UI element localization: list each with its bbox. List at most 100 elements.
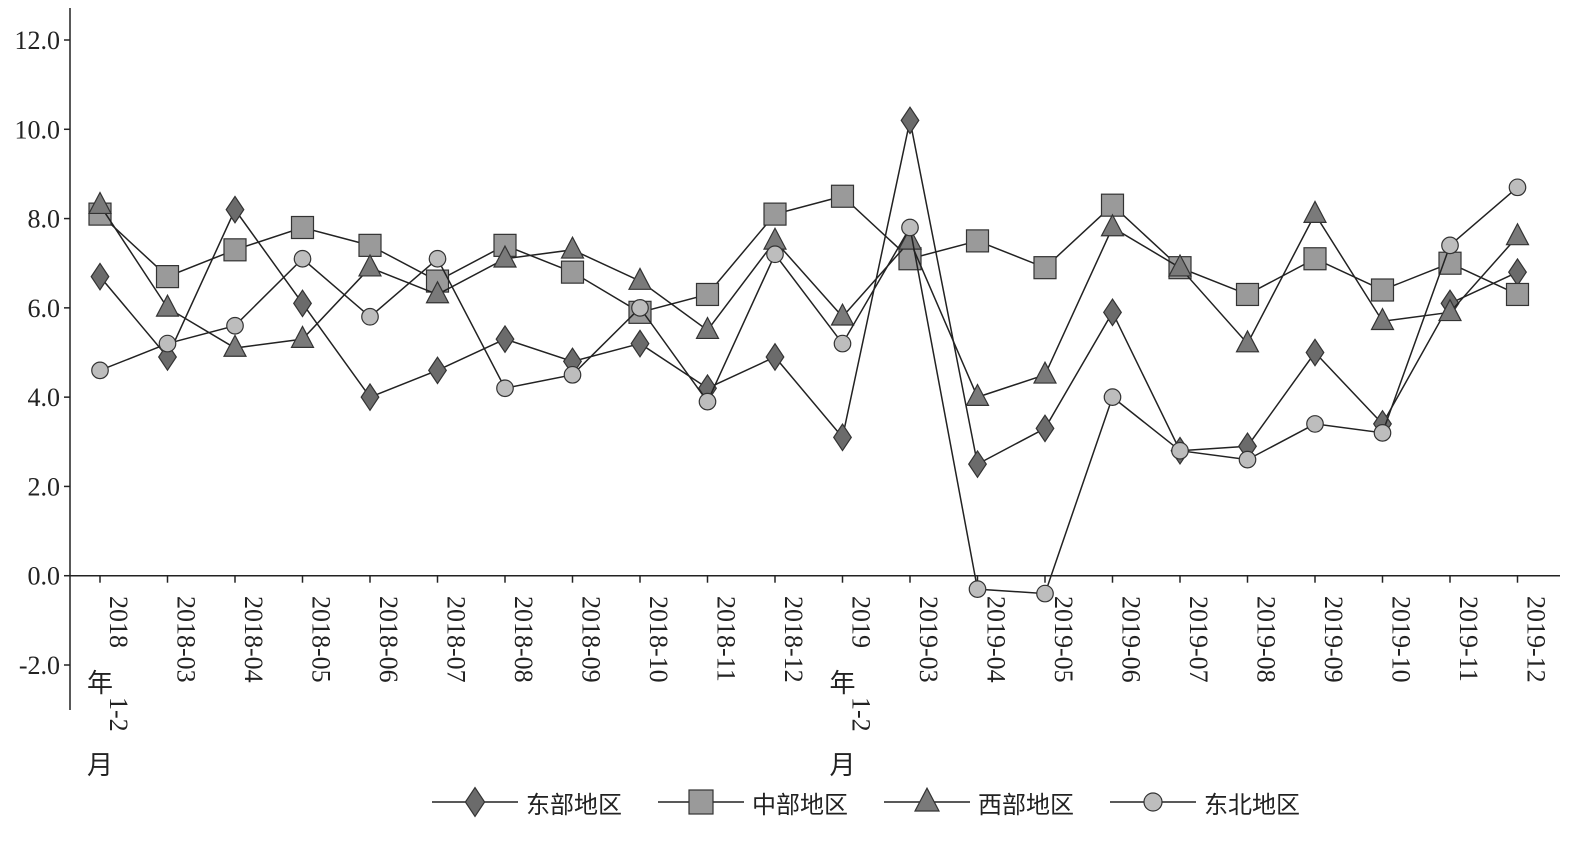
- x-tick-label: 2019-11: [1454, 596, 1483, 682]
- data-point-square: [1438, 251, 1462, 275]
- data-point-circle: [428, 249, 447, 268]
- data-point-diamond: [225, 195, 245, 224]
- data-point-circle: [158, 334, 177, 353]
- data-point-circle: [766, 245, 784, 264]
- legend-swatch-triangle: [884, 786, 970, 812]
- x-tick-label-year: 2018: [104, 596, 133, 648]
- data-point-triangle: [1235, 329, 1260, 353]
- legend-swatch-marker: [1143, 792, 1163, 812]
- data-point-diamond: [630, 329, 650, 358]
- x-tick-label: 2019-05: [1049, 596, 1078, 683]
- data-point-triangle: [560, 235, 585, 259]
- data-point-circle: [1508, 178, 1527, 197]
- series-circle: [91, 178, 1527, 603]
- data-point-circle: [1306, 415, 1324, 433]
- y-tick-label: 0.0: [28, 562, 61, 591]
- data-point-square: [155, 265, 180, 289]
- legend-swatch-marker: [464, 786, 486, 818]
- x-tick-label: 2018-05: [307, 596, 336, 683]
- x-tick-label: 2019-03: [914, 596, 943, 683]
- y-tick-label: -2.0: [19, 651, 60, 680]
- data-point-square: [1033, 256, 1057, 280]
- data-point-diamond: [1035, 414, 1055, 443]
- data-point-square: [1505, 282, 1530, 307]
- data-point-diamond: [427, 356, 448, 385]
- data-point-triangle: [223, 334, 247, 357]
- data-point-circle: [293, 249, 312, 268]
- data-point-triangle: [628, 267, 652, 290]
- data-point-circle: [968, 580, 987, 598]
- data-point-circle: [226, 316, 244, 335]
- y-tick-label: 12.0: [15, 26, 61, 55]
- x-tick-label: 2018 年1-2 月: [87, 596, 133, 780]
- data-point-triangle: [1100, 213, 1125, 237]
- data-point-triangle: [965, 383, 990, 406]
- y-tick-label: 2.0: [28, 472, 61, 501]
- data-point-triangle: [88, 191, 112, 215]
- legend-swatch-square: [658, 789, 744, 815]
- legend-item-circle: 东北地区: [1108, 784, 1300, 820]
- y-tick-label: 8.0: [28, 205, 61, 234]
- x-tick-label: 2018-07: [442, 596, 471, 683]
- data-point-circle: [1036, 584, 1054, 603]
- x-tick-label: 2018-12: [779, 596, 808, 683]
- data-point-square: [223, 238, 247, 262]
- data-point-circle: [1441, 236, 1459, 255]
- data-point-diamond: [90, 262, 110, 291]
- series-line-circle: [99, 186, 1518, 595]
- legend-label: 中部地区: [752, 790, 848, 819]
- data-point-diamond: [967, 449, 988, 479]
- data-point-circle: [1103, 388, 1122, 406]
- x-tick-label: 2018-06: [374, 596, 403, 683]
- x-tick-label: 2018-11: [712, 596, 741, 682]
- series-line-square: [99, 195, 1518, 314]
- data-point-diamond: [765, 342, 785, 372]
- data-point-square: [830, 184, 855, 208]
- chart-legend: 东部地区 中部地区 西部地区 东北地区: [430, 780, 1390, 824]
- data-point-square: [1235, 282, 1260, 307]
- x-tick-label: 2018-09: [577, 596, 606, 683]
- data-point-diamond: [360, 382, 380, 412]
- data-point-circle: [1373, 424, 1392, 442]
- y-tick-label: 4.0: [28, 383, 61, 412]
- data-point-diamond: [292, 289, 313, 318]
- data-point-circle: [91, 361, 109, 380]
- x-tick-label: 2019-04: [982, 596, 1011, 683]
- data-point-diamond: [1305, 338, 1325, 367]
- data-point-triangle: [1168, 253, 1192, 277]
- legend-label: 西部地区: [978, 790, 1074, 819]
- legend-swatch-marker: [914, 786, 940, 812]
- series-line-diamond: [99, 120, 1518, 466]
- data-point-triangle: [290, 325, 315, 348]
- data-point-square: [358, 233, 382, 257]
- data-point-circle: [1238, 450, 1257, 469]
- x-tick-label: 2018-03: [172, 596, 201, 683]
- data-point-triangle: [1033, 360, 1057, 384]
- series-triangle: [88, 191, 1530, 406]
- data-point-triangle: [493, 244, 517, 268]
- x-tick-label: 2018-04: [239, 596, 268, 683]
- x-tick-label: 2019-12: [1522, 596, 1551, 683]
- x-tick-label-yue: 月: [87, 751, 113, 780]
- data-point-square: [1370, 278, 1395, 302]
- legend-swatch-diamond: [432, 786, 518, 818]
- data-point-square: [1303, 247, 1327, 271]
- data-point-circle: [361, 307, 379, 326]
- x-tick-label: 2018-08: [509, 596, 538, 683]
- data-point-triangle: [1303, 200, 1327, 223]
- data-point-triangle: [898, 226, 922, 250]
- legend-label: 东北地区: [1204, 790, 1300, 819]
- x-tick-label: 2019-10: [1387, 596, 1416, 683]
- data-point-triangle: [1370, 307, 1395, 331]
- legend-swatch-circle: [1110, 792, 1196, 812]
- data-point-square: [695, 282, 720, 307]
- data-point-circle: [631, 299, 649, 317]
- data-point-triangle: [1438, 298, 1462, 322]
- data-point-square: [763, 202, 787, 226]
- x-tick-label: 2018-10: [644, 596, 673, 683]
- data-point-triangle: [695, 316, 720, 340]
- data-point-triangle: [155, 293, 180, 317]
- x-tick-label: 2019 年1-2 月: [829, 596, 875, 780]
- x-tick-label: 2019-09: [1319, 596, 1348, 683]
